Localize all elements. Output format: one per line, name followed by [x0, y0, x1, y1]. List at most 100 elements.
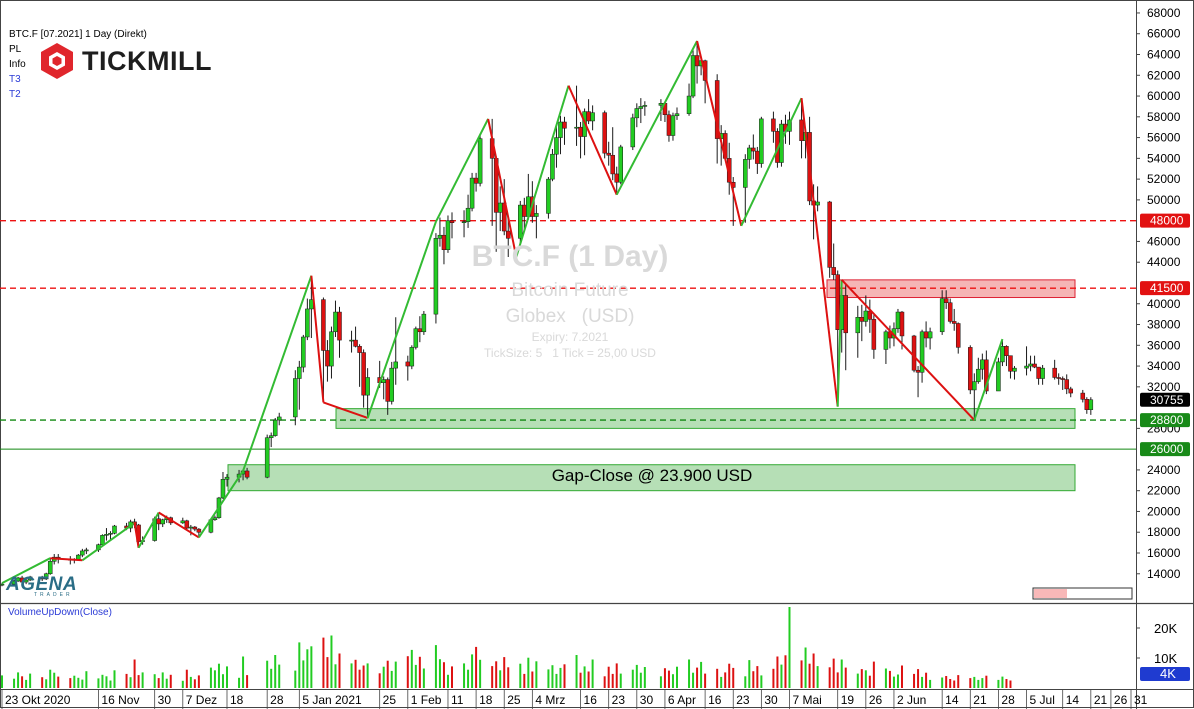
- zigzag-segment: [973, 338, 1004, 421]
- candle-body: [220, 479, 226, 499]
- candle-body: [11, 580, 17, 585]
- date-axis-label: 30: [640, 693, 654, 707]
- candle-body: [112, 525, 117, 534]
- candle-body: [268, 435, 274, 438]
- t3-label[interactable]: T3: [9, 74, 21, 85]
- candle-body: [477, 138, 483, 184]
- date-axis-label: 14: [945, 693, 959, 707]
- price-axis-label: 60000: [1147, 89, 1181, 103]
- candle-body: [353, 339, 358, 347]
- candle-body: [1040, 367, 1045, 379]
- volume-axis-label: 10K: [1154, 651, 1177, 666]
- candle-body: [156, 518, 161, 525]
- candle-body: [264, 437, 270, 478]
- scale-box: [1032, 587, 1133, 600]
- candle-body: [333, 311, 338, 333]
- candle-body: [445, 220, 451, 250]
- price-axis-label: 66000: [1147, 27, 1181, 41]
- candle-body: [690, 55, 696, 97]
- t2-label[interactable]: T2: [9, 89, 21, 100]
- date-axis-label: 30: [158, 693, 172, 707]
- candle-body: [160, 519, 165, 525]
- date-axis-label: 23 Okt 2020: [5, 693, 71, 707]
- zigzag-segment: [133, 522, 140, 548]
- scale-box-fill: [1034, 589, 1067, 598]
- candle-body: [361, 352, 366, 396]
- candle-body: [196, 528, 202, 533]
- candle-body: [437, 234, 443, 239]
- candle-body: [980, 359, 985, 370]
- pl-label[interactable]: PL: [9, 44, 22, 55]
- candle-body: [1012, 367, 1017, 372]
- tickmill-logo: TICKMILL: [40, 42, 212, 80]
- candle-body: [1004, 346, 1009, 356]
- candle-body: [276, 416, 282, 421]
- candle-body: [104, 534, 109, 536]
- candle-body: [184, 520, 190, 529]
- candle-body: [550, 153, 555, 180]
- candle-body: [919, 331, 925, 373]
- zigzag-segment: [50, 557, 83, 562]
- candle-body: [1064, 379, 1069, 390]
- candle-body: [405, 361, 411, 367]
- candle-body: [421, 313, 427, 333]
- info-label[interactable]: Info: [9, 59, 26, 70]
- candle-body: [1056, 377, 1061, 379]
- price-tag-41500: [1140, 281, 1190, 296]
- watermark-exchange: Globex (USD): [505, 306, 635, 327]
- candle-body: [915, 369, 921, 373]
- current-price-tag: [1140, 392, 1190, 407]
- candle-body: [815, 201, 820, 206]
- volume-current-label: 4K: [1160, 666, 1176, 681]
- zone-gap-zone: [227, 464, 1076, 492]
- candle-body: [84, 549, 89, 552]
- date-axis-label: 16: [708, 693, 722, 707]
- candle-body: [751, 147, 756, 152]
- candle-body: [0, 583, 5, 586]
- candle-body: [674, 113, 680, 117]
- candle-body: [212, 517, 218, 521]
- volume-current-tag: [1140, 667, 1190, 681]
- date-axis-label: 26: [869, 693, 883, 707]
- candle-body: [799, 119, 804, 141]
- date-axis-label: 21: [1094, 693, 1108, 707]
- candle-body: [465, 207, 471, 222]
- candle-body: [27, 576, 33, 581]
- zigzag-segment: [567, 85, 618, 196]
- candle-body: [357, 346, 362, 353]
- price-axis-label: 64000: [1147, 48, 1181, 62]
- zone-green-support: [335, 408, 1076, 429]
- date-axis-label: 25: [507, 693, 521, 707]
- candle-body: [606, 152, 611, 156]
- tickmill-logo-text: TICKMILL: [82, 45, 212, 76]
- candle-body: [393, 361, 398, 369]
- price-tag-28800: [1140, 413, 1190, 428]
- date-axis-label: 5 Jan 2021: [302, 693, 362, 707]
- candle-body: [827, 201, 832, 268]
- candle-body: [244, 470, 250, 478]
- candle-body: [188, 526, 194, 529]
- candle-body: [951, 321, 957, 324]
- price-axis-label: 14000: [1147, 567, 1181, 581]
- candle-body: [638, 106, 644, 109]
- candle-body: [968, 347, 973, 391]
- agena-logo-subtext: TRADER: [34, 592, 73, 598]
- candle-body: [272, 419, 278, 436]
- candle-body: [1084, 399, 1090, 410]
- zigzag-segment: [740, 97, 803, 227]
- candle-body: [381, 379, 386, 383]
- candle-body: [759, 118, 764, 164]
- candle-body: [939, 298, 945, 333]
- zigzag-segment: [840, 279, 976, 421]
- date-axis-label: 6 Apr: [668, 693, 696, 707]
- price-axis-label: 38000: [1147, 318, 1181, 332]
- candle-body: [325, 350, 330, 367]
- candle-body: [855, 317, 861, 334]
- date-axis-label: 1 Feb: [411, 693, 442, 707]
- zigzag-segment: [487, 118, 518, 258]
- candle-body: [747, 147, 752, 160]
- price-axis-label: 46000: [1147, 234, 1181, 248]
- candle-body: [1052, 367, 1057, 378]
- candle-body: [714, 80, 720, 139]
- agena-logo-text: AGENA: [6, 574, 78, 595]
